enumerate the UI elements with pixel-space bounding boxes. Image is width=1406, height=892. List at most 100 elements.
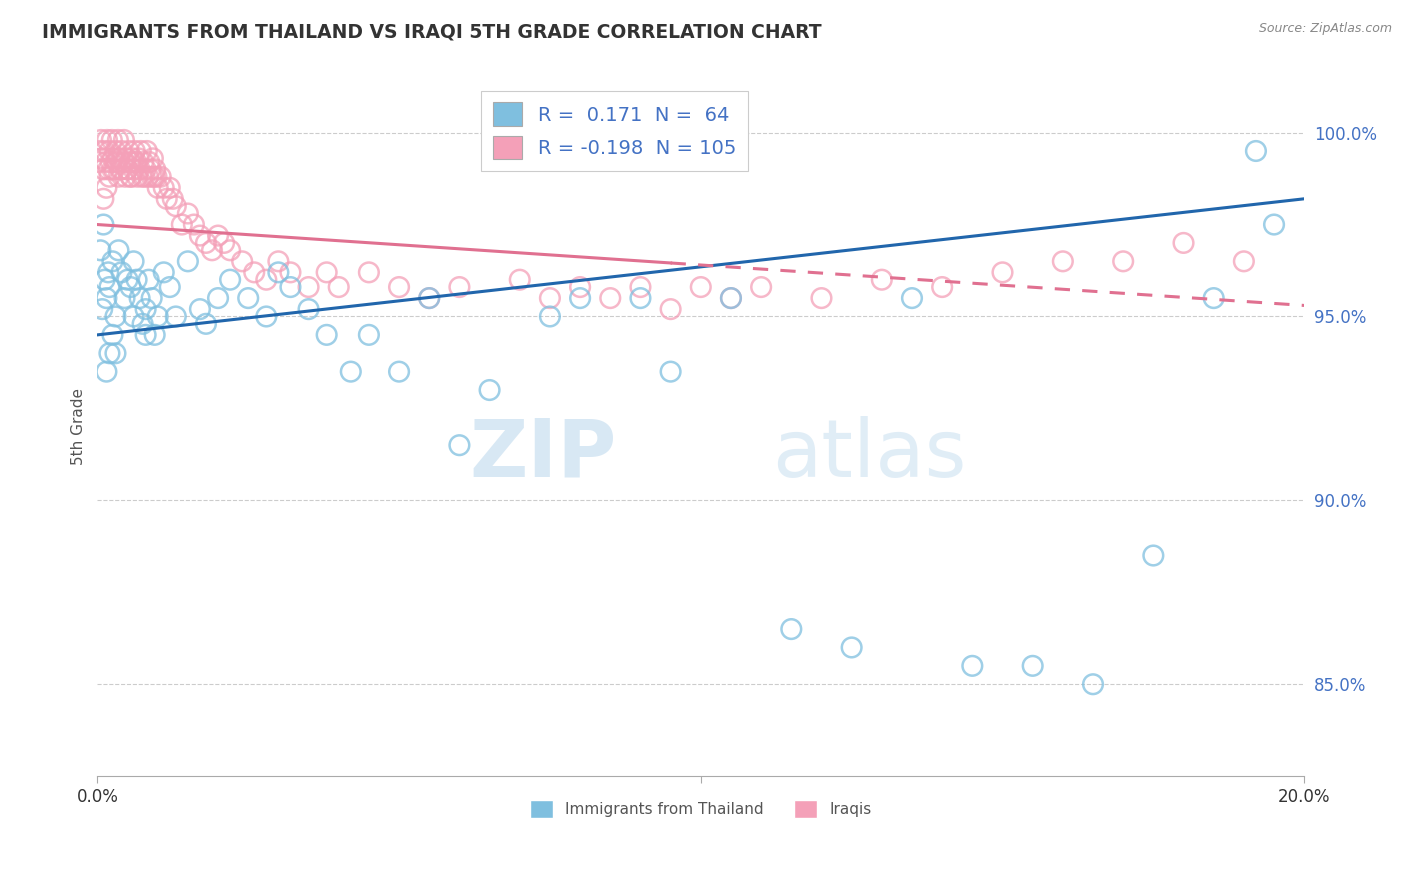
Point	[630, 291, 652, 305]
Point	[243, 265, 266, 279]
Point	[115, 152, 138, 166]
Legend: Immigrants from Thailand, Iraqis: Immigrants from Thailand, Iraqis	[524, 794, 877, 824]
Point	[267, 265, 290, 279]
Point	[720, 291, 742, 305]
Point	[110, 265, 132, 279]
Point	[146, 310, 169, 324]
Y-axis label: 5th Grade: 5th Grade	[72, 388, 86, 466]
Point	[201, 244, 224, 258]
Point	[104, 310, 127, 324]
Point	[90, 133, 112, 147]
Point	[159, 280, 181, 294]
Point	[122, 155, 145, 169]
Point	[357, 327, 380, 342]
Point	[118, 155, 141, 169]
Point	[207, 228, 229, 243]
Point	[418, 291, 440, 305]
Point	[152, 181, 174, 195]
Point	[128, 291, 150, 305]
Point	[91, 152, 114, 166]
Point	[117, 162, 139, 177]
Point	[194, 317, 217, 331]
Point	[841, 640, 863, 655]
Point	[328, 280, 350, 294]
Point	[93, 273, 115, 287]
Point	[96, 181, 118, 195]
Point	[162, 192, 184, 206]
Point	[569, 280, 592, 294]
Point	[94, 155, 117, 169]
Point	[194, 235, 217, 250]
Point	[315, 327, 337, 342]
Point	[120, 169, 142, 184]
Point	[780, 622, 803, 636]
Point	[100, 155, 122, 169]
Point	[1021, 658, 1043, 673]
Point	[156, 192, 179, 206]
Point	[152, 265, 174, 279]
Text: atlas: atlas	[772, 416, 967, 494]
Point	[107, 244, 129, 258]
Point	[170, 218, 193, 232]
Point	[114, 291, 136, 305]
Point	[114, 169, 136, 184]
Point	[1081, 677, 1104, 691]
Point	[117, 162, 139, 177]
Point	[449, 280, 471, 294]
Point	[297, 302, 319, 317]
Point	[141, 169, 163, 184]
Point	[98, 169, 121, 184]
Point	[219, 273, 242, 287]
Point	[104, 346, 127, 360]
Point	[339, 365, 361, 379]
Point	[135, 327, 157, 342]
Point	[98, 280, 121, 294]
Point	[1173, 235, 1195, 250]
Point	[1263, 218, 1285, 232]
Point	[139, 162, 162, 177]
Point	[749, 280, 772, 294]
Point	[101, 152, 124, 166]
Point	[112, 133, 135, 147]
Point	[125, 155, 148, 169]
Point	[254, 310, 277, 324]
Point	[280, 265, 302, 279]
Text: IMMIGRANTS FROM THAILAND VS IRAQI 5TH GRADE CORRELATION CHART: IMMIGRANTS FROM THAILAND VS IRAQI 5TH GR…	[42, 22, 821, 41]
Point	[101, 162, 124, 177]
Point	[129, 144, 152, 158]
Point	[1244, 144, 1267, 158]
Point	[297, 280, 319, 294]
Point	[114, 155, 136, 169]
Point	[254, 273, 277, 287]
Point	[93, 162, 115, 177]
Point	[110, 144, 132, 158]
Point	[96, 365, 118, 379]
Point	[188, 302, 211, 317]
Point	[538, 310, 561, 324]
Point	[478, 383, 501, 397]
Point	[143, 162, 166, 177]
Point	[1233, 254, 1256, 268]
Point	[104, 144, 127, 158]
Point	[111, 155, 134, 169]
Point	[136, 169, 159, 184]
Point	[98, 144, 121, 158]
Point	[135, 162, 157, 177]
Point	[105, 155, 128, 169]
Point	[89, 144, 111, 158]
Point	[509, 273, 531, 287]
Point	[1202, 291, 1225, 305]
Point	[138, 273, 160, 287]
Point	[1142, 549, 1164, 563]
Point	[110, 162, 132, 177]
Point	[135, 144, 157, 158]
Point	[357, 265, 380, 279]
Point	[124, 144, 146, 158]
Point	[238, 291, 260, 305]
Point	[122, 162, 145, 177]
Point	[689, 280, 711, 294]
Point	[962, 658, 984, 673]
Point	[538, 291, 561, 305]
Point	[93, 218, 115, 232]
Point	[931, 280, 953, 294]
